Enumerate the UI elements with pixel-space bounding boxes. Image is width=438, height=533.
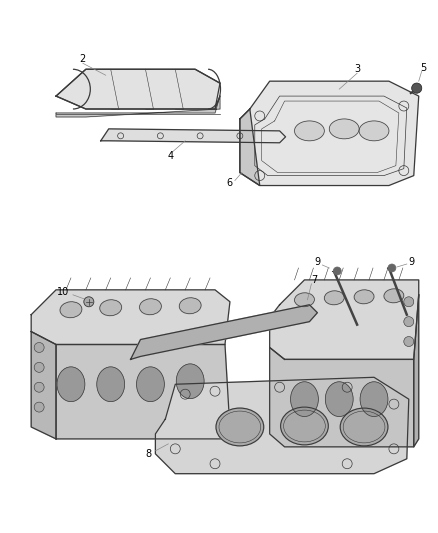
Polygon shape [270,280,419,359]
Ellipse shape [179,298,201,314]
Text: 9: 9 [314,257,321,267]
Text: 10: 10 [57,287,69,297]
Circle shape [412,83,422,93]
Ellipse shape [359,121,389,141]
Ellipse shape [216,408,264,446]
Circle shape [404,297,414,307]
Text: 7: 7 [311,275,318,285]
Circle shape [333,267,341,275]
Polygon shape [56,344,230,439]
Polygon shape [101,129,286,143]
Ellipse shape [325,382,353,417]
Text: 6: 6 [227,177,233,188]
Ellipse shape [97,367,124,402]
Circle shape [404,336,414,346]
Circle shape [34,382,44,392]
Ellipse shape [324,291,344,305]
Polygon shape [56,96,220,117]
Polygon shape [31,332,56,439]
Ellipse shape [290,382,318,417]
Ellipse shape [60,302,82,318]
Polygon shape [414,295,419,447]
Circle shape [34,343,44,352]
Polygon shape [31,290,230,344]
Polygon shape [155,377,409,474]
Circle shape [34,402,44,412]
Polygon shape [56,69,220,109]
Ellipse shape [137,367,164,402]
Ellipse shape [100,300,122,316]
Polygon shape [240,81,419,185]
Text: 3: 3 [354,64,360,74]
Ellipse shape [384,289,404,303]
Circle shape [404,317,414,327]
Text: 9: 9 [409,257,415,267]
Ellipse shape [294,121,324,141]
Text: 2: 2 [80,54,86,64]
Ellipse shape [354,290,374,304]
Polygon shape [270,348,414,447]
Circle shape [84,297,94,307]
Text: 5: 5 [420,63,427,73]
Circle shape [34,362,44,373]
Ellipse shape [176,364,204,399]
Ellipse shape [281,407,328,445]
Ellipse shape [329,119,359,139]
Polygon shape [240,109,260,185]
Ellipse shape [294,293,314,307]
Ellipse shape [140,299,161,314]
Polygon shape [131,305,318,359]
Text: 4: 4 [167,151,173,161]
Ellipse shape [340,408,388,446]
Ellipse shape [360,382,388,417]
Ellipse shape [57,367,85,402]
Circle shape [388,264,396,272]
Text: 8: 8 [145,449,152,459]
